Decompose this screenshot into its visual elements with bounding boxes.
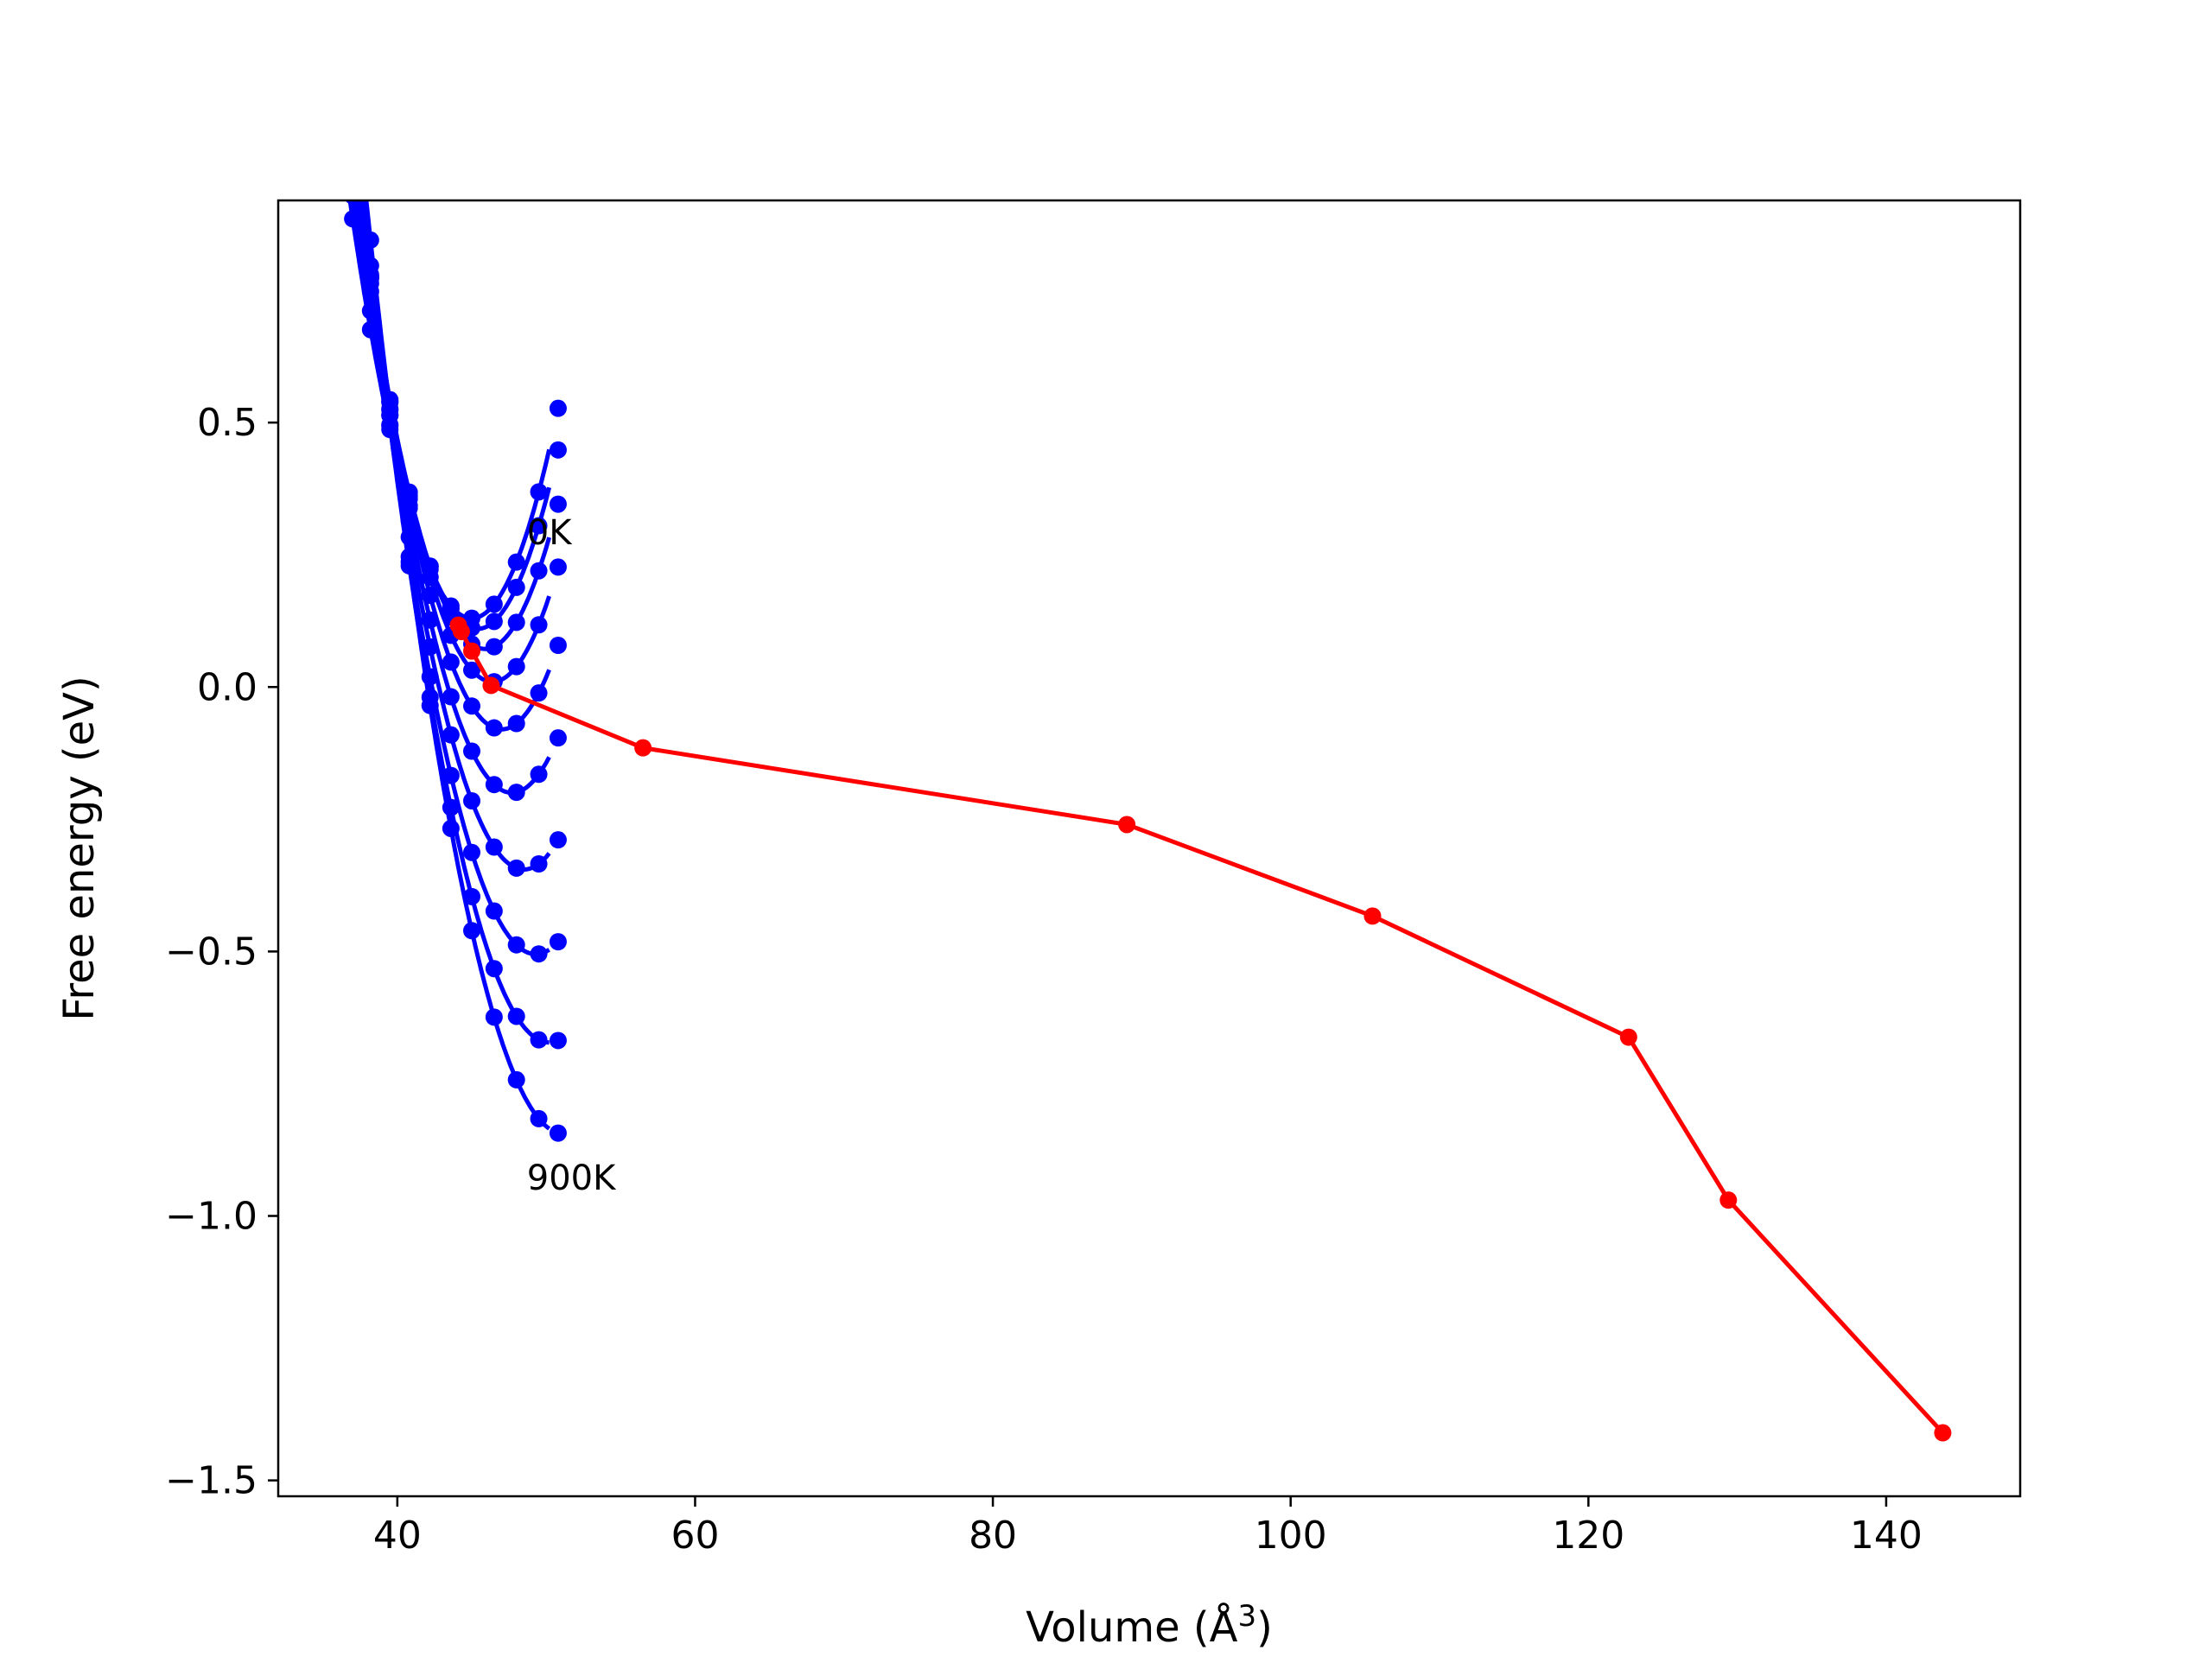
minimum-energy-point <box>463 642 480 660</box>
x-tick-label: 140 <box>1850 1514 1923 1558</box>
isotherm-data-point <box>507 1070 525 1089</box>
minimum-energy-point <box>452 622 470 640</box>
minimum-energy-line <box>456 624 1945 1435</box>
y-tick-label: −1.0 <box>165 1195 257 1239</box>
isotherm-data-point <box>463 843 480 861</box>
x-tick-label: 80 <box>969 1514 1017 1558</box>
isotherm-annotation: 0K <box>527 513 573 553</box>
annotations: 0K 900K <box>527 513 617 1198</box>
minimum-energy-point <box>1619 1028 1637 1046</box>
isotherm-data-point <box>485 1008 503 1026</box>
isotherm-data-point <box>442 726 460 744</box>
isotherm-data-point <box>485 776 503 794</box>
isotherm-data-point <box>463 661 480 679</box>
minimum-energy-point <box>482 676 500 695</box>
isotherm-data-point <box>485 613 503 631</box>
isotherm-annotation: 900K <box>527 1158 617 1198</box>
isotherm-data-point <box>463 887 480 905</box>
isotherm-data-point <box>530 1109 548 1127</box>
y-tick-label: 0.0 <box>197 665 257 709</box>
isotherm-data-point <box>549 1031 567 1050</box>
x-tick-label: 60 <box>671 1514 719 1558</box>
isotherm-data-point <box>507 859 525 877</box>
isotherm-data-point <box>507 613 525 632</box>
isotherm-data-point <box>507 578 525 596</box>
minimum-energy-point <box>1934 1424 1952 1442</box>
isotherm-series <box>361 200 567 1142</box>
minimum-energy-point <box>634 739 652 757</box>
isotherm-data-point <box>485 960 503 978</box>
isotherm-data-point <box>361 231 379 249</box>
y-tick-label: 0.5 <box>197 401 257 445</box>
isotherm-data-point <box>507 936 525 954</box>
isotherm-data-point <box>442 688 460 706</box>
isotherm-data-point <box>463 742 480 760</box>
isotherm-data-point <box>421 696 439 714</box>
isotherm-data-point <box>530 945 548 963</box>
x-tick-label: 120 <box>1552 1514 1624 1558</box>
minimum-energy-point <box>1118 816 1136 834</box>
isotherm-data-point <box>442 653 460 671</box>
isotherm-data-point <box>485 638 503 656</box>
isotherm-data-point <box>530 765 548 784</box>
isotherm-data-point <box>549 558 567 576</box>
isotherm-data-point <box>549 1124 567 1142</box>
isotherm-data-point <box>485 595 503 613</box>
isotherm-data-point <box>400 553 418 571</box>
isotherm-data-point <box>549 399 567 417</box>
isotherm-data-point <box>549 729 567 747</box>
isotherm-data-point <box>530 684 548 702</box>
y-axis-label: Free energy (eV) <box>55 676 104 1020</box>
axis-ticks: 40 60 80 100 120 140 −1.5 −1.0 −0.5 0.0 0.5 <box>165 401 1923 1558</box>
isotherm-data-point <box>549 831 567 849</box>
isotherm-data-point <box>530 483 548 501</box>
isotherm-data-point <box>463 922 480 940</box>
isotherm-data-point <box>530 1031 548 1049</box>
x-tick-label: 40 <box>373 1514 422 1558</box>
isotherm-data-point <box>381 401 399 419</box>
isotherm-data-point <box>507 1007 525 1025</box>
isotherm-data-point <box>530 616 548 634</box>
isotherm-data-point <box>549 636 567 654</box>
isotherm-data-point <box>442 819 460 837</box>
minimum-energy-point <box>1719 1191 1738 1209</box>
isotherm-data-point <box>530 855 548 873</box>
x-axis-label: Volume (Å3) <box>1026 1599 1273 1652</box>
minimum-energy-point <box>1363 907 1382 925</box>
isotherm-data-point <box>549 933 567 951</box>
x-tick-label: 100 <box>1255 1514 1327 1558</box>
isotherm-data-point <box>485 838 503 856</box>
isotherm-data-point <box>549 441 567 459</box>
isotherm-data-point <box>507 784 525 802</box>
isotherm-data-point <box>507 714 525 733</box>
isotherm-data-point <box>485 719 503 737</box>
isotherm-data-point <box>549 495 567 513</box>
x-axis-label-superscript: 3 <box>1237 1599 1256 1634</box>
isotherm-data-point <box>530 562 548 580</box>
isotherm-data-point <box>485 902 503 920</box>
isotherm-data-point <box>507 553 525 571</box>
isotherm-data-point <box>507 657 525 676</box>
plot-frame <box>276 199 2022 1498</box>
plot-series <box>344 200 1952 1442</box>
isotherm-data-point <box>463 697 480 715</box>
minimum-energy-series <box>449 616 1952 1442</box>
isotherm-data-point <box>463 791 480 809</box>
isotherm-data-point <box>530 517 548 535</box>
y-tick-label: −1.5 <box>165 1459 257 1503</box>
y-tick-label: −0.5 <box>165 930 257 974</box>
